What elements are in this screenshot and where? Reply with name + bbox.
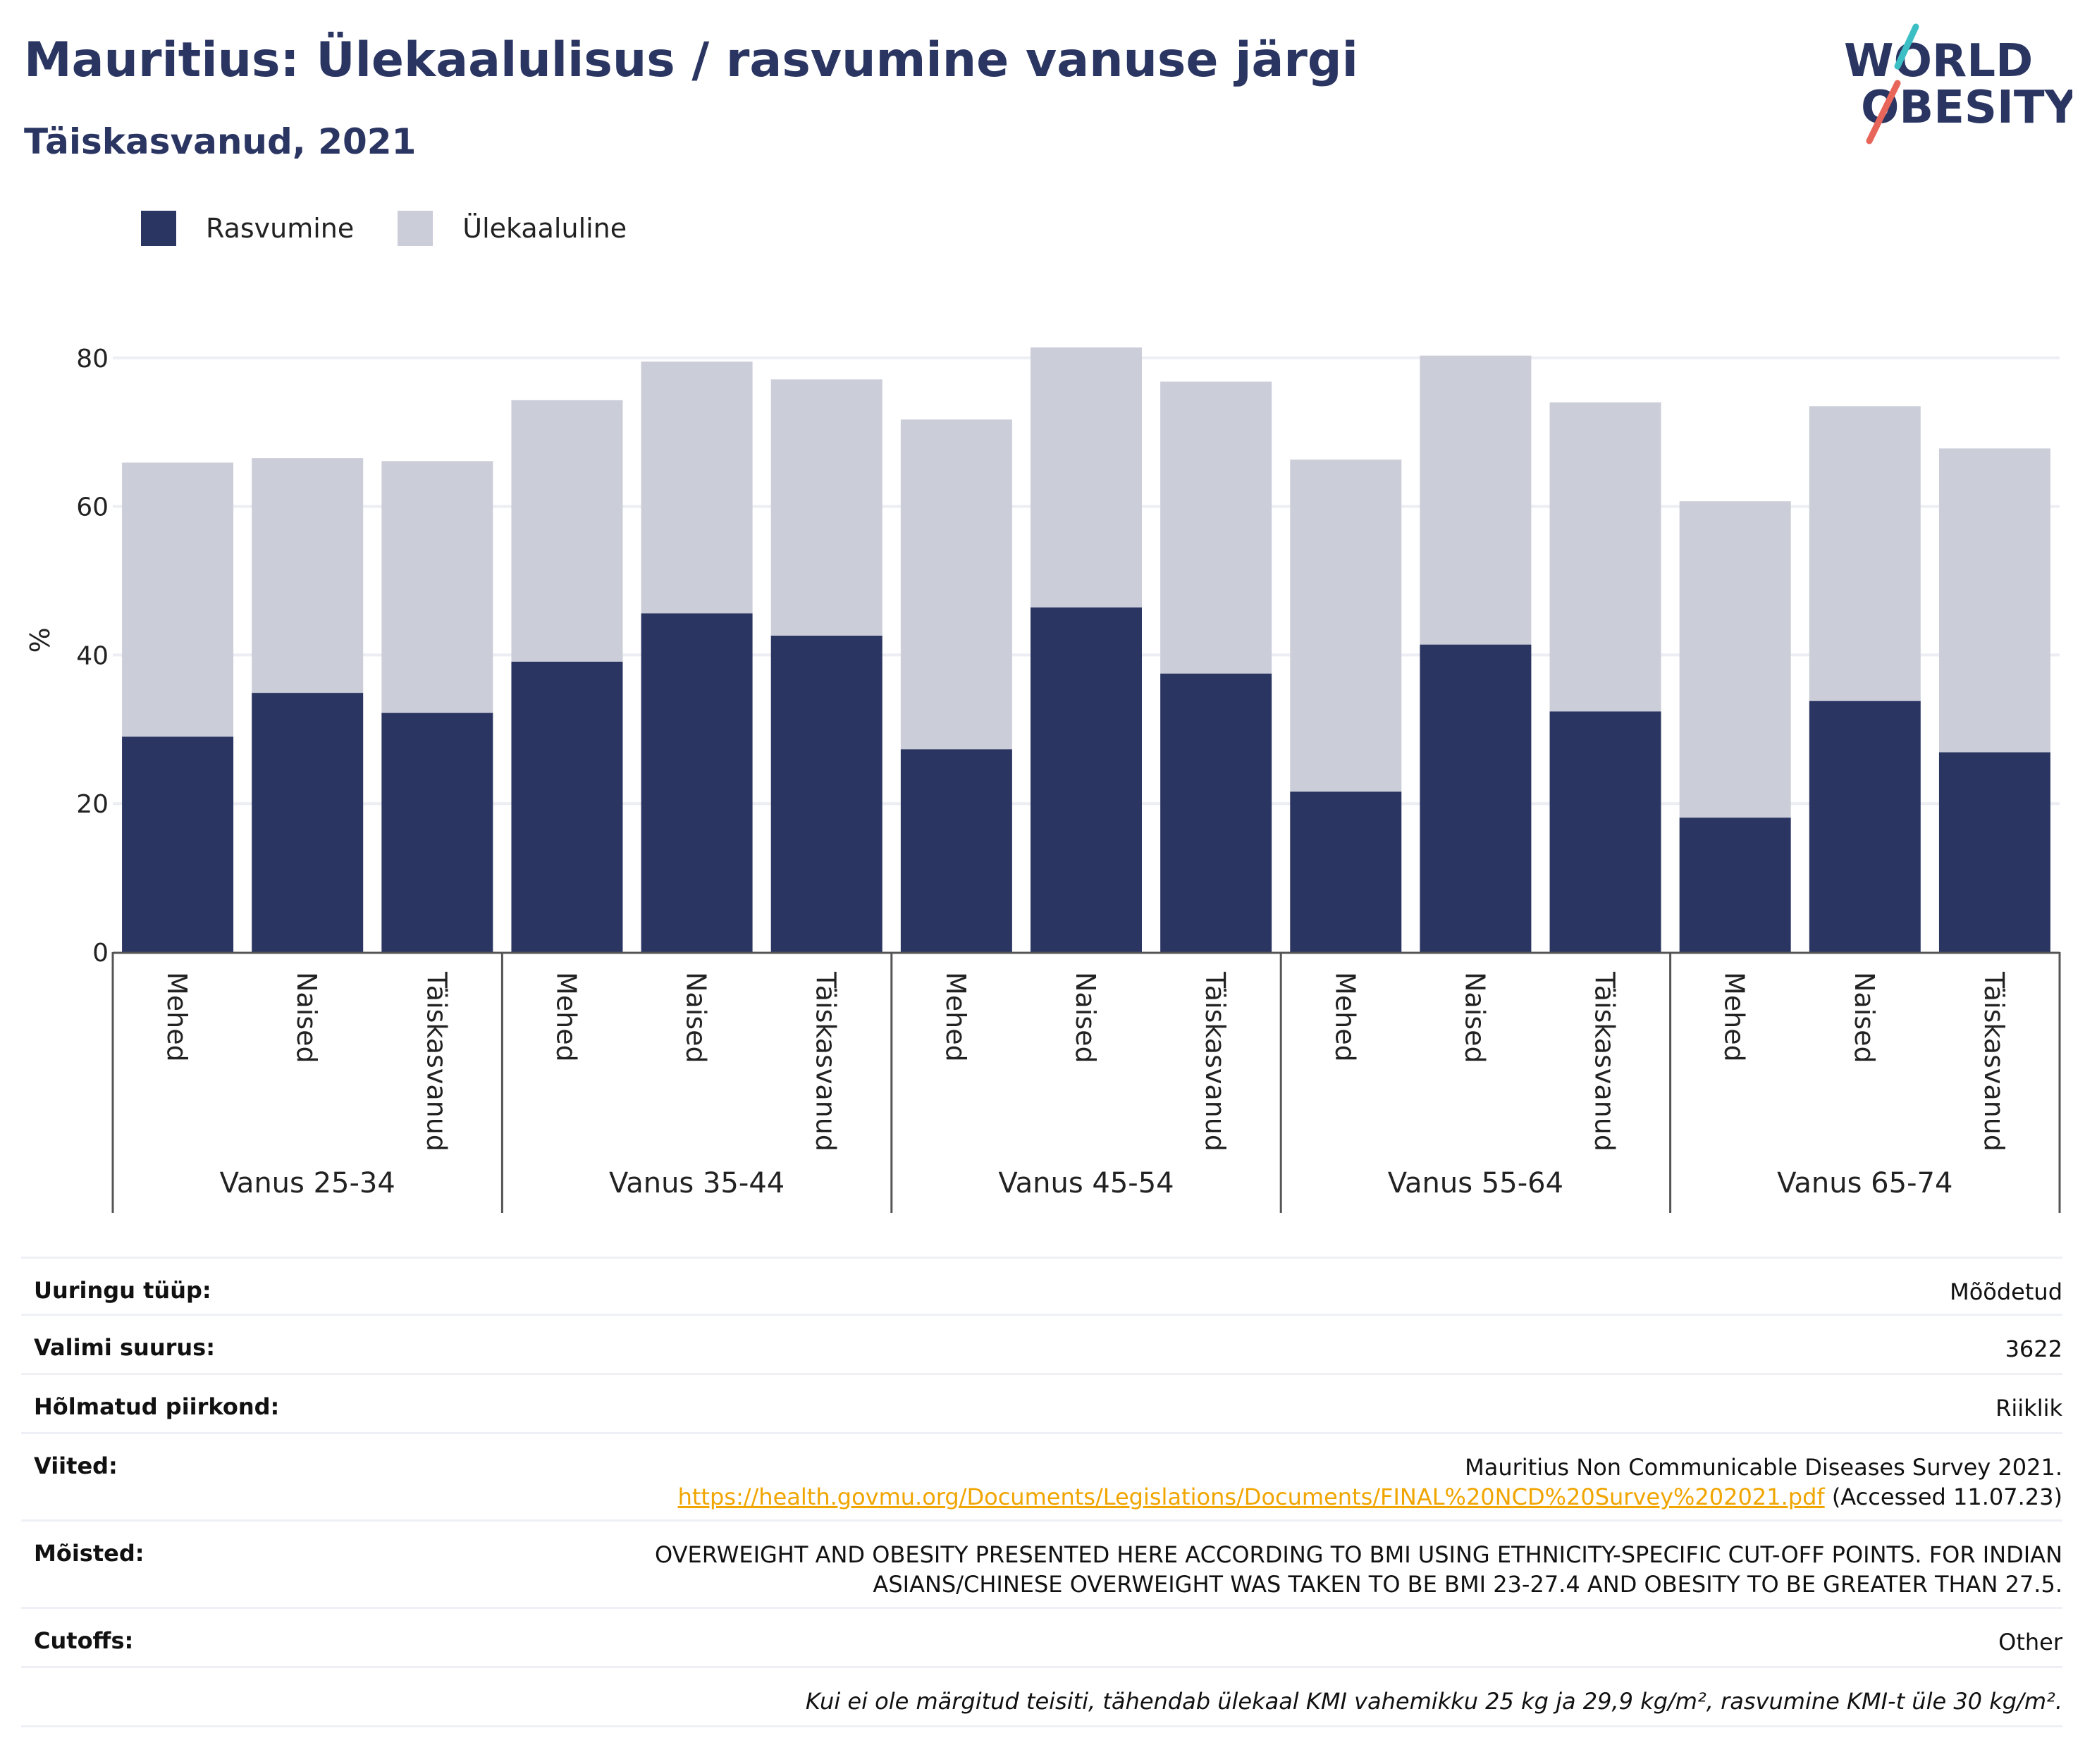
y-tick-label: 20 (76, 790, 109, 819)
references-value: Mauritius Non Communicable Diseases Surv… (678, 1452, 2062, 1512)
legend-label-obesity: Rasvumine (206, 213, 355, 244)
footnote: Kui ei ole märgitud teisiti, tähendab ül… (805, 1688, 2062, 1715)
meta-row-region: Hõlmatud piirkond: Riiklik (21, 1375, 2062, 1434)
x-category-label: Naised (681, 972, 712, 1063)
bar-obesity (900, 749, 1012, 952)
reference-link[interactable]: https://health.govmu.org/Documents/Legis… (677, 1484, 1825, 1510)
bar-obesity (1809, 701, 1921, 952)
bar-overweight (1809, 406, 1921, 701)
definitions-line2: ASIANS/CHINESE OVERWEIGHT WAS TAKEN TO B… (873, 1571, 2062, 1598)
page-title: Mauritius: Ülekaalulisus / rasvumine van… (24, 32, 1358, 88)
group-label: Vanus 55-64 (1388, 1167, 1563, 1199)
bar-obesity (122, 736, 234, 952)
bar-obesity (1549, 711, 1661, 952)
x-category-label: Täiskasvanud (421, 971, 452, 1152)
x-category-label: Mehed (161, 972, 192, 1062)
x-category-label: Täiskasvanud (1979, 971, 2010, 1152)
bar-overweight (1031, 347, 1142, 607)
y-tick-label: 40 (76, 641, 109, 670)
meta-key: Valimi suurus: (34, 1334, 216, 1361)
bar-obesity (381, 713, 493, 952)
bar-overweight (122, 462, 234, 737)
meta-key: Uuringu tüüp: (34, 1277, 211, 1304)
stacked-bar-chart: 0 20 40 60 80% Mehed Naised Täiskasvanud Mehed Na… (25, 345, 2061, 1213)
bar-obesity (1938, 752, 2050, 952)
meta-row-sample-size: Valimi suurus: 3622 (21, 1316, 2062, 1375)
x-category-label: Naised (1070, 972, 1101, 1063)
bar-overweight (1420, 355, 1532, 645)
bar-overweight (900, 419, 1012, 750)
y-axis-title: % (25, 627, 56, 653)
bar-obesity (770, 635, 882, 952)
logo-line1: WORLD (1844, 35, 2033, 87)
legend-label-overweight: Ülekaaluline (462, 213, 627, 244)
reference-title: Mauritius Non Communicable Diseases Surv… (1465, 1454, 2062, 1481)
group-label: Vanus 65-74 (1777, 1167, 1952, 1199)
definitions-line1: OVERWEIGHT AND OBESITY PRESENTED HERE AC… (655, 1541, 2062, 1568)
group-label: Vanus 45-54 (998, 1167, 1174, 1199)
meta-value: Riiklik (1995, 1395, 2062, 1421)
bar-overweight (1290, 459, 1402, 792)
x-category-label: Mehed (551, 972, 582, 1062)
bar-obesity (1679, 818, 1791, 952)
bar-obesity (1290, 791, 1402, 952)
meta-row-definitions: Mõisted: OVERWEIGHT AND OBESITY PRESENTE… (21, 1522, 2062, 1609)
bar-overweight (770, 379, 882, 636)
meta-value: Mõõdetud (1950, 1278, 2062, 1305)
x-category-label: Naised (291, 972, 322, 1063)
x-category-label: Naised (1849, 972, 1880, 1063)
legend-swatch-obesity (141, 211, 176, 246)
x-category-label: Täiskasvanud (1589, 971, 1620, 1152)
x-category-label: Mehed (1329, 972, 1360, 1062)
y-tick-label: 80 (76, 345, 109, 374)
x-category-label: Mehed (1719, 972, 1750, 1062)
meta-key: Viited: (34, 1452, 118, 1479)
meta-row-cutoffs: Cutoffs: Other (21, 1609, 2062, 1668)
bar-obesity (641, 613, 753, 952)
bar-overweight (641, 362, 753, 614)
bar-obesity (1031, 607, 1142, 952)
meta-key: Hõlmatud piirkond: (34, 1393, 280, 1420)
meta-row-note: Kui ei ole märgitud teisiti, tähendab ül… (21, 1668, 2062, 1727)
page-subtitle: Täiskasvanud, 2021 (24, 121, 417, 162)
definitions-value: OVERWEIGHT AND OBESITY PRESENTED HERE AC… (655, 1540, 2062, 1599)
group-label: Vanus 35-44 (609, 1167, 785, 1199)
y-tick-label: 60 (76, 493, 109, 522)
meta-value: Other (1998, 1629, 2062, 1655)
world-obesity-logo: WORLD OBESITY (1844, 23, 2072, 144)
bar-overweight (1160, 381, 1272, 674)
bar-obesity (511, 661, 623, 952)
metadata-table: Uuringu tüüp: Mõõdetud Valimi suurus: 36… (21, 1257, 2062, 1727)
chart-legend: Rasvumine Ülekaaluline (141, 209, 670, 248)
bar-obesity (252, 693, 364, 952)
meta-row-references: Viited: Mauritius Non Communicable Disea… (21, 1434, 2062, 1522)
group-label: Vanus 25-34 (220, 1167, 395, 1199)
y-tick-label: 0 (92, 939, 109, 968)
bar-obesity (1420, 644, 1532, 952)
bar-overweight (1938, 448, 2050, 753)
bar-overweight (1679, 501, 1791, 818)
legend-item-overweight: Ülekaaluline (398, 211, 627, 246)
meta-key: Mõisted: (34, 1540, 144, 1567)
bar-overweight (511, 400, 623, 662)
legend-item-obesity: Rasvumine (141, 211, 354, 246)
bar-overweight (1549, 402, 1661, 712)
bar-obesity (1160, 673, 1272, 952)
x-category-label: Täiskasvanud (1200, 971, 1231, 1152)
x-category-label: Täiskasvanud (811, 971, 842, 1152)
x-category-label: Mehed (940, 972, 971, 1062)
bar-overweight (381, 461, 493, 713)
reference-accessed: (Accessed 11.07.23) (1831, 1484, 2062, 1510)
meta-row-survey-type: Uuringu tüüp: Mõõdetud (21, 1257, 2062, 1316)
bar-overweight (252, 458, 364, 693)
x-category-label: Naised (1459, 972, 1490, 1063)
meta-value: 3622 (2005, 1336, 2062, 1362)
meta-key: Cutoffs: (34, 1627, 134, 1654)
legend-swatch-overweight (398, 211, 433, 246)
